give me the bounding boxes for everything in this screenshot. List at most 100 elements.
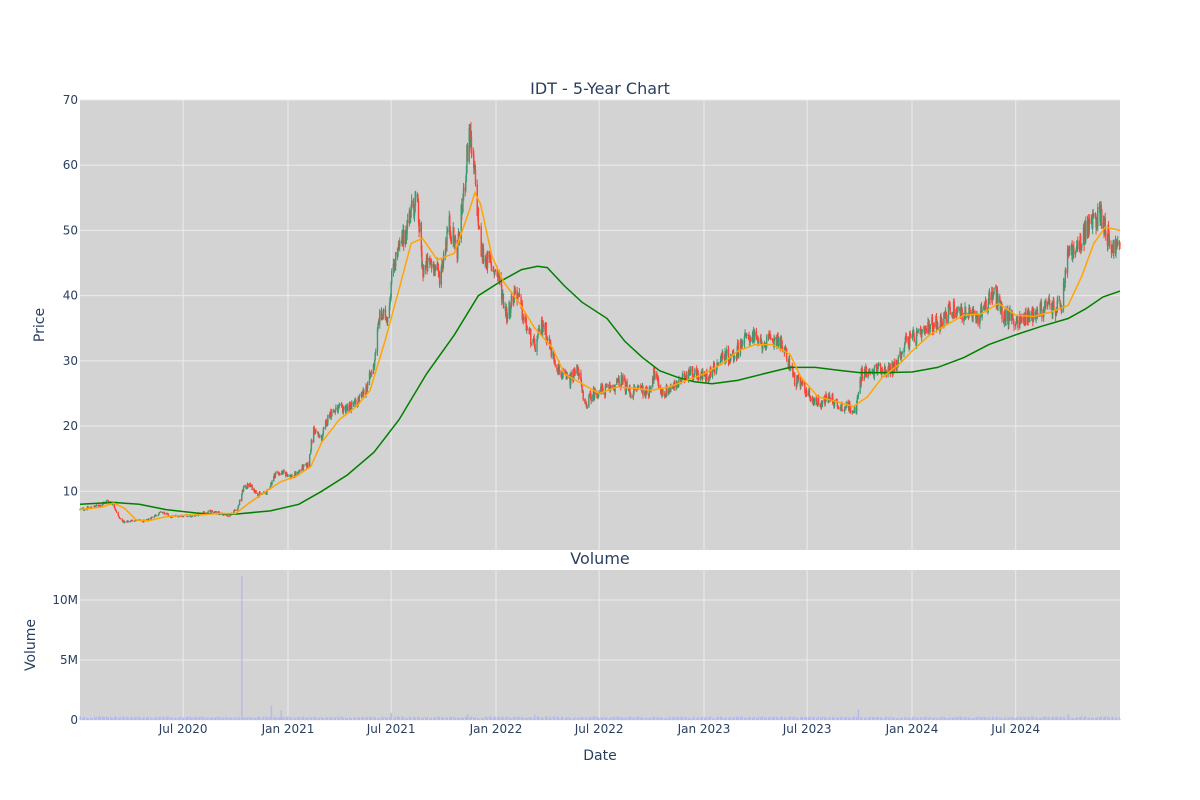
volume-bar: [158, 718, 160, 720]
candle-body: [337, 407, 339, 413]
volume-bar: [634, 718, 636, 720]
candle-body: [334, 409, 336, 413]
volume-bar: [594, 716, 596, 720]
candle-body: [734, 356, 736, 358]
volume-bar: [769, 716, 771, 720]
candle-body: [1117, 241, 1119, 246]
candle-body: [725, 353, 727, 361]
volume-bar: [789, 716, 791, 720]
candle-body: [708, 377, 711, 380]
volume-bar: [530, 718, 532, 720]
candle-body: [653, 367, 656, 380]
candle-body: [537, 331, 539, 336]
candle-body: [852, 411, 854, 413]
volume-bar: [171, 717, 173, 720]
volume-bar: [417, 717, 419, 720]
volume-bar: [590, 717, 592, 720]
volume-bar: [181, 716, 183, 720]
candle-body: [286, 472, 288, 475]
volume-bar: [1015, 718, 1017, 720]
candle-body: [510, 306, 512, 313]
volume-bar: [1048, 717, 1050, 720]
volume-bar: [114, 716, 116, 720]
volume-bar: [940, 718, 942, 720]
volume-bar: [213, 717, 215, 720]
volume-bar: [578, 717, 580, 720]
volume-bar: [881, 718, 883, 720]
volume-bar: [600, 718, 602, 720]
volume-bar: [612, 717, 614, 720]
volume-bar: [530, 717, 532, 720]
candle-body: [726, 349, 728, 354]
volume-bar: [921, 718, 923, 720]
candle-body: [530, 343, 533, 345]
candle-body: [376, 328, 379, 352]
candle-body: [672, 386, 674, 388]
volume-bar: [709, 717, 711, 720]
volume-bar: [1028, 718, 1030, 720]
volume-bar: [161, 717, 163, 720]
candle-body: [251, 485, 253, 491]
candle-body: [943, 313, 945, 327]
candle-body: [1065, 270, 1067, 273]
volume-bar: [816, 717, 818, 720]
candle-body: [722, 352, 724, 358]
candle-body: [1114, 239, 1117, 254]
volume-bar: [590, 716, 592, 720]
volume-bar: [307, 717, 309, 720]
volume-bar: [402, 717, 404, 720]
candle-body: [134, 520, 136, 521]
candle-body: [743, 336, 746, 344]
volume-bar: [476, 717, 478, 720]
volume-bar: [573, 718, 575, 720]
candle-body: [969, 310, 971, 316]
volume-bar: [757, 717, 759, 720]
candle-body: [254, 492, 256, 494]
volume-bar: [514, 717, 516, 720]
candle-body: [202, 512, 204, 514]
price-tick-label: 70: [63, 93, 78, 107]
candle-body: [541, 320, 543, 333]
volume-bar: [646, 717, 648, 720]
price-tick-label: 20: [63, 419, 78, 433]
volume-bar: [349, 716, 351, 720]
volume-bar: [641, 717, 643, 720]
candle-body: [718, 362, 720, 364]
volume-bar: [407, 718, 409, 720]
volume-bar: [349, 718, 351, 720]
candle-body: [1073, 247, 1075, 255]
volume-bar: [84, 716, 86, 720]
volume-bar: [154, 718, 156, 720]
candle-body: [857, 395, 859, 398]
volume-bar: [150, 718, 152, 720]
volume-spike-bar: [280, 710, 282, 720]
candle-body: [1048, 298, 1051, 305]
x-tick-label: Jan 2023: [677, 722, 731, 736]
candle-body: [1007, 309, 1009, 321]
volume-bar: [354, 717, 356, 720]
volume-bar: [249, 718, 251, 720]
volume-bar: [215, 717, 217, 720]
volume-bar: [386, 717, 388, 720]
volume-bar: [1072, 718, 1074, 720]
volume-bar: [202, 718, 204, 720]
volume-bar: [460, 718, 462, 720]
volume-bar: [747, 717, 749, 720]
volume-bar: [895, 718, 897, 720]
candle-body: [1068, 251, 1070, 257]
volume-bar: [872, 717, 874, 720]
x-axis-title: Date: [583, 748, 616, 764]
volume-bar: [728, 717, 730, 720]
volume-bar: [991, 718, 993, 720]
volume-bar: [1039, 717, 1041, 720]
candle-body: [508, 302, 511, 316]
volume-bar: [738, 717, 740, 720]
volume-bar: [704, 717, 706, 720]
volume-bar: [606, 716, 608, 720]
volume-bar: [688, 717, 690, 720]
volume-bar: [441, 716, 443, 720]
volume-bar: [310, 717, 312, 720]
volume-bar: [350, 718, 352, 720]
volume-bar: [883, 718, 885, 720]
